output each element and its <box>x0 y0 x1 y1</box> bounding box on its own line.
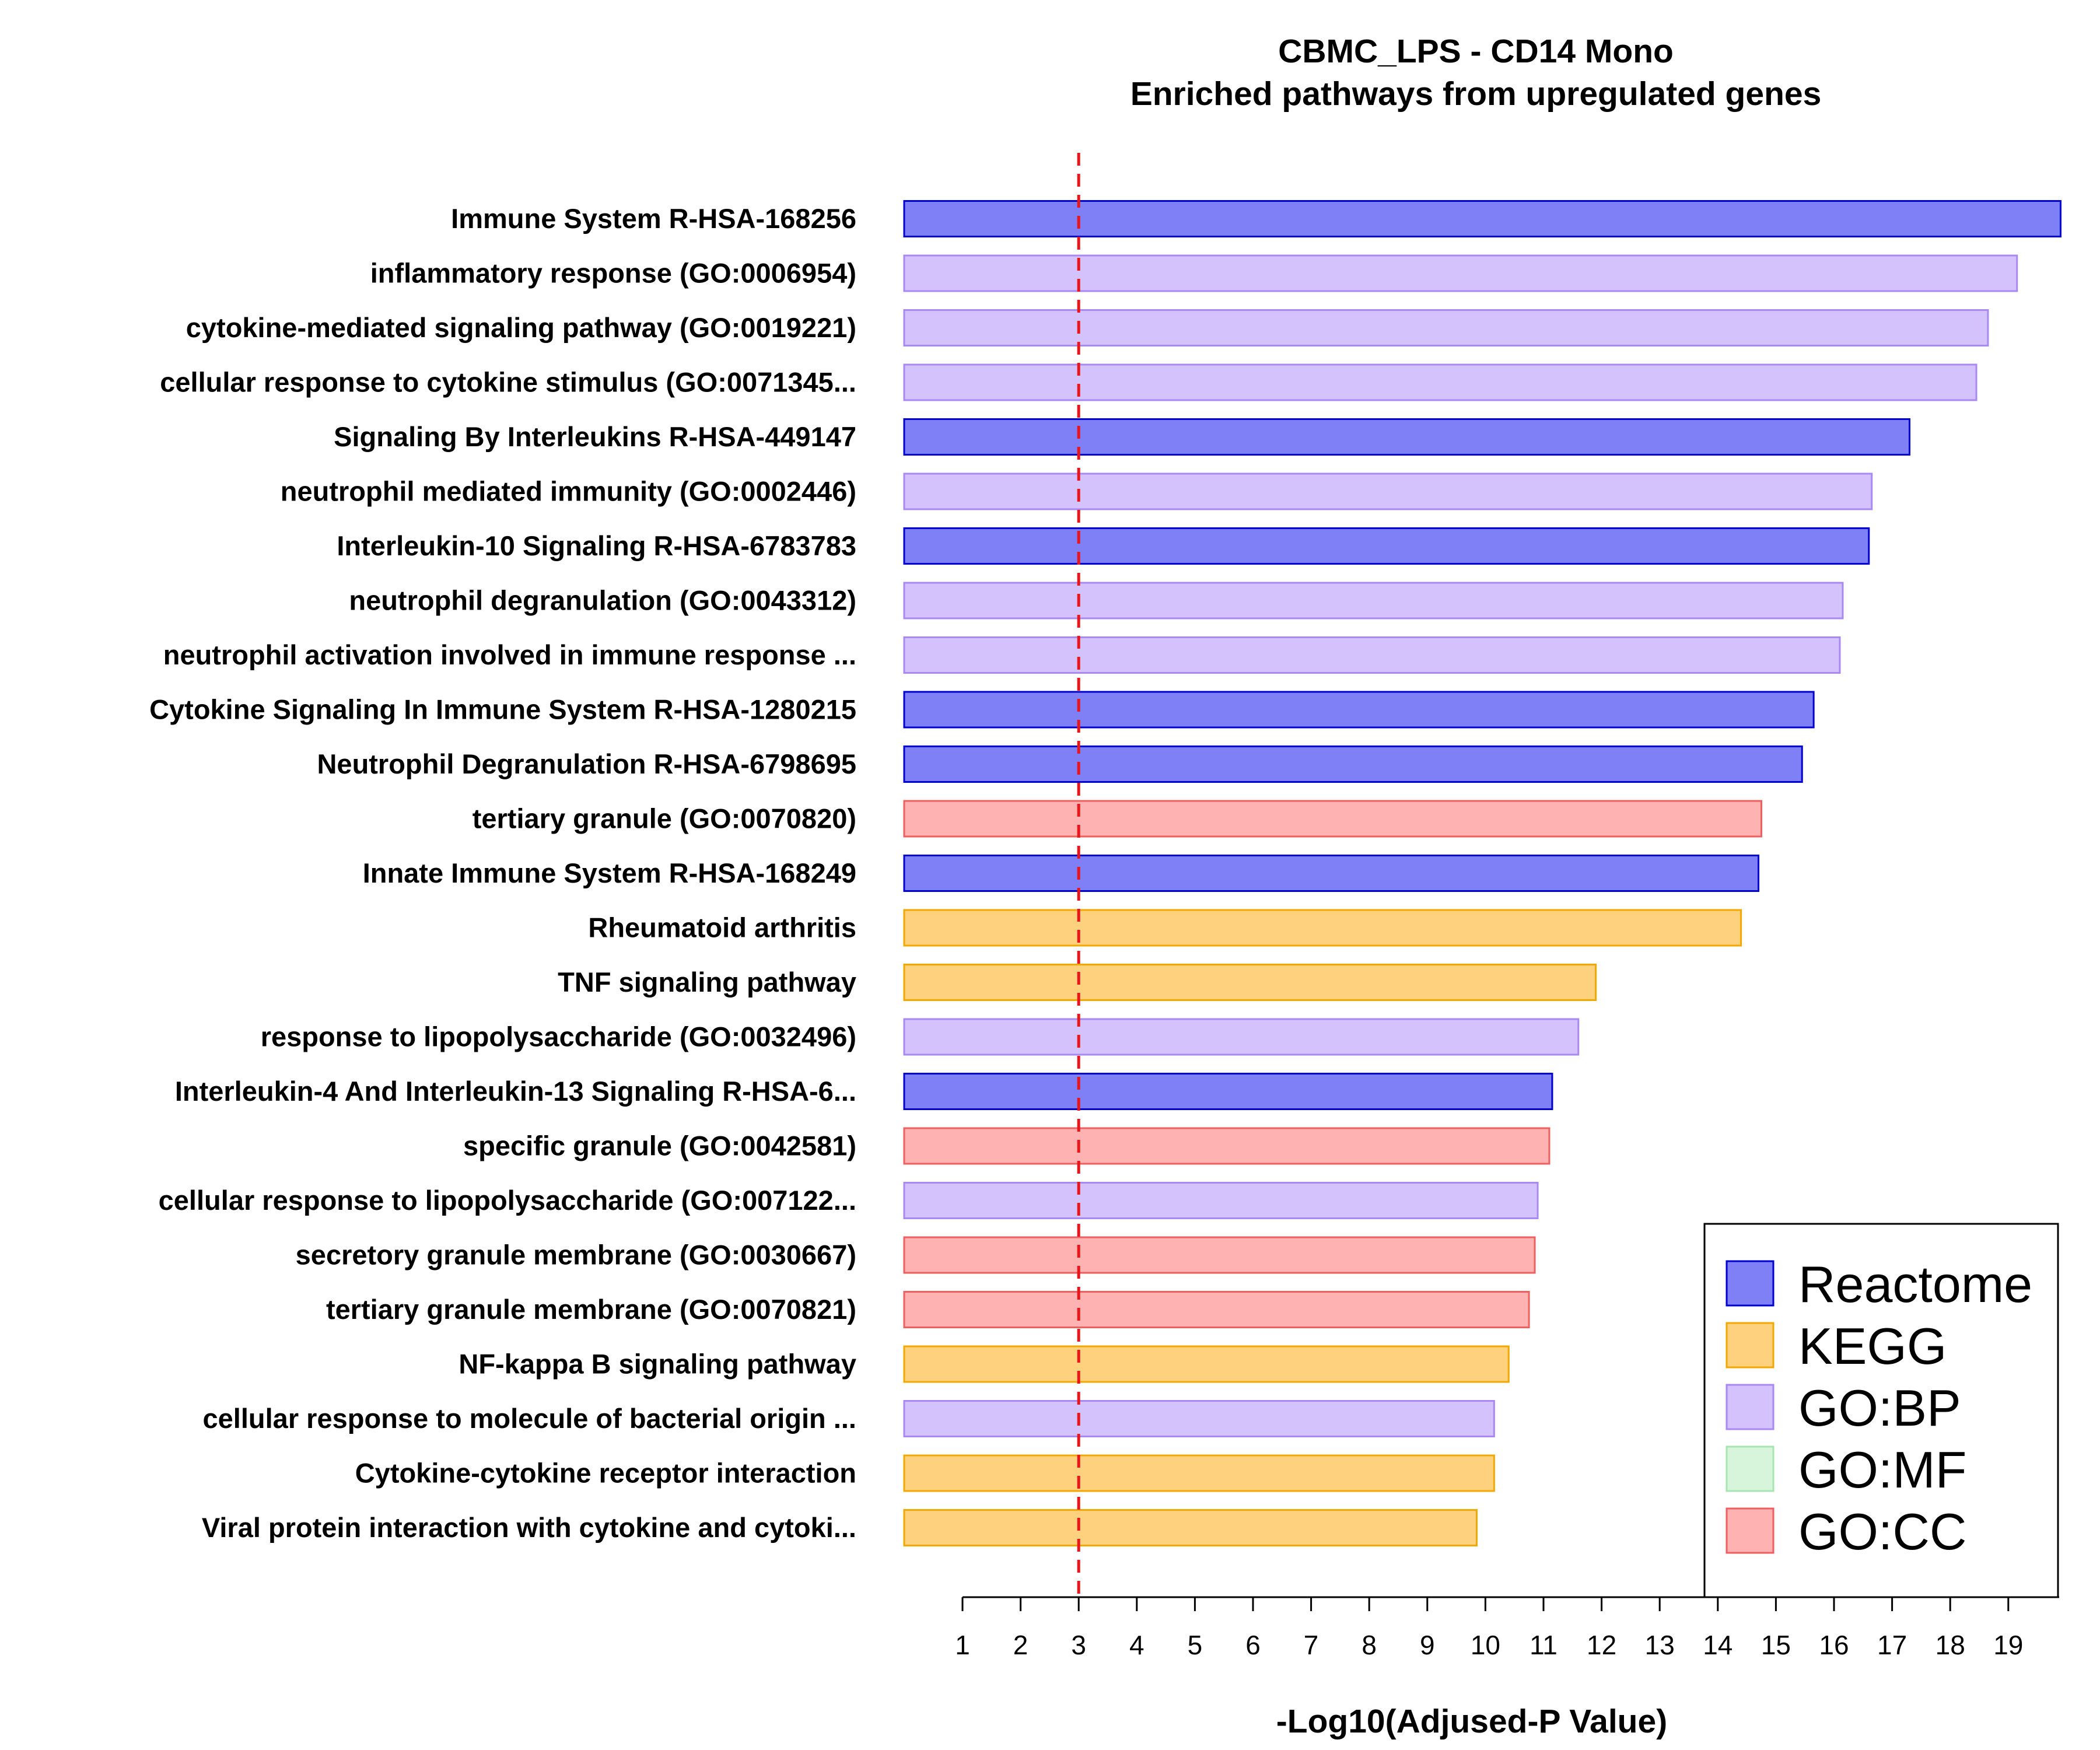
x-tick-label: 11 <box>1530 1630 1558 1660</box>
chart-title: CBMC_LPS - CD14 Mono <box>1278 33 1674 70</box>
x-tick-label: 12 <box>1587 1630 1616 1660</box>
category-label: NF-kappa B signaling pathway <box>459 1349 856 1380</box>
category-labels: Immune System R-HSA-168256 inflammatory r… <box>149 203 856 1543</box>
category-label: tertiary granule membrane (GO:0070821) <box>326 1294 856 1325</box>
x-tick-label: 9 <box>1420 1630 1435 1660</box>
legend-swatch <box>1726 1446 1774 1492</box>
bar <box>903 746 1803 783</box>
category-label: cytokine-mediated signaling pathway (GO:… <box>186 312 856 343</box>
bar <box>903 909 1742 947</box>
category-label: neutrophil activation involved in immune… <box>163 639 856 670</box>
bar <box>903 1127 1550 1165</box>
category-label: inflammatory response (GO:0006954) <box>370 258 856 289</box>
legend-swatch <box>1726 1384 1774 1430</box>
bar <box>903 1182 1539 1219</box>
bar <box>903 473 1873 510</box>
legend-swatch <box>1726 1260 1774 1307</box>
x-tick-label: 13 <box>1645 1630 1675 1660</box>
x-axis-title: -Log10(Adjused-P Value) <box>1276 1703 1667 1740</box>
bar <box>903 309 1989 346</box>
legend-label: GO:BP <box>1798 1379 1961 1437</box>
bar <box>903 800 1762 838</box>
category-label: neutrophil degranulation (GO:0043312) <box>349 585 856 616</box>
bar <box>903 1454 1495 1492</box>
bar <box>903 254 2018 292</box>
bar <box>903 1073 1553 1110</box>
category-label: Interleukin-10 Signaling R-HSA-6783783 <box>337 530 856 561</box>
legend-swatch <box>1726 1507 1774 1554</box>
category-label: secretory granule membrane (GO:0030667) <box>296 1240 856 1270</box>
x-axis-ticks: 1 2 3 4 5 6 7 8 9 10 11 12 13 14 15 16 17 18 19 <box>955 1597 2023 1660</box>
category-label: response to lipopolysaccharide (GO:00324… <box>261 1021 856 1052</box>
x-tick-label: 2 <box>1013 1630 1028 1660</box>
category-label: cellular response to cytokine stimulus (… <box>160 367 856 398</box>
x-tick-label: 16 <box>1819 1630 1849 1660</box>
bar <box>903 636 1841 674</box>
legend-label: Reactome <box>1798 1255 2032 1313</box>
x-axis: 1 2 3 4 5 6 7 8 9 10 11 12 13 14 15 16 17 18 19 <box>955 1596 2059 1660</box>
bar <box>903 1400 1495 1437</box>
category-label: neutrophil mediated immunity (GO:0002446… <box>281 476 856 507</box>
x-tick-label: 3 <box>1071 1630 1086 1660</box>
bar <box>903 855 1760 892</box>
x-tick-label: 10 <box>1471 1630 1500 1660</box>
bar <box>903 527 1870 565</box>
category-label: Signaling By Interleukins R-HSA-449147 <box>334 421 856 452</box>
category-label: Cytokine Signaling In Immune System R-HS… <box>149 694 856 725</box>
legend-label: GO:CC <box>1798 1503 1966 1560</box>
category-label: Cytokine-cytokine receptor interaction <box>355 1458 856 1489</box>
bar <box>903 418 1910 456</box>
category-label: specific granule (GO:0042581) <box>463 1130 856 1161</box>
category-label: TNF signaling pathway <box>558 967 856 998</box>
category-label: Immune System R-HSA-168256 <box>451 203 856 234</box>
bars-layer <box>903 200 2062 1546</box>
bar <box>903 363 1978 401</box>
x-tick-label: 4 <box>1129 1630 1144 1660</box>
x-tick-label: 15 <box>1761 1630 1791 1660</box>
x-tick-label: 18 <box>1936 1630 1965 1660</box>
category-label: Neutrophil Degranulation R-HSA-6798695 <box>317 748 856 779</box>
bar <box>903 200 2062 237</box>
category-label: tertiary granule (GO:0070820) <box>473 803 856 834</box>
x-tick-label: 7 <box>1304 1630 1319 1660</box>
x-tick-label: 6 <box>1245 1630 1261 1660</box>
x-tick-label: 17 <box>1877 1630 1907 1660</box>
bar <box>903 582 1844 620</box>
bar <box>903 964 1597 1001</box>
legend-swatch <box>1726 1322 1774 1368</box>
x-tick-label: 1 <box>955 1630 970 1660</box>
bar <box>903 691 1815 729</box>
bar <box>903 1236 1536 1274</box>
category-label: Interleukin-4 And Interleukin-13 Signali… <box>175 1076 856 1107</box>
category-label: Rheumatoid arthritis <box>588 912 856 943</box>
bar <box>903 1291 1530 1328</box>
bar <box>903 1509 1478 1546</box>
bar <box>903 1018 1580 1056</box>
category-label: Viral protein interaction with cytokine … <box>202 1512 856 1543</box>
chart-subtitle: Enriched pathways from upregulated genes <box>1130 75 1822 113</box>
category-label: cellular response to molecule of bacteri… <box>203 1403 856 1434</box>
x-tick-label: 5 <box>1188 1630 1203 1660</box>
x-tick-label: 8 <box>1362 1630 1377 1660</box>
bar <box>903 1345 1510 1383</box>
legend-label: GO:MF <box>1798 1441 1966 1499</box>
legend-label: KEGG <box>1798 1317 1947 1375</box>
category-label: cellular response to lipopolysaccharide … <box>159 1185 856 1216</box>
x-tick-label: 19 <box>1993 1630 2023 1660</box>
category-label: Innate Immune System R-HSA-168249 <box>363 858 856 888</box>
x-tick-label: 14 <box>1703 1630 1732 1660</box>
